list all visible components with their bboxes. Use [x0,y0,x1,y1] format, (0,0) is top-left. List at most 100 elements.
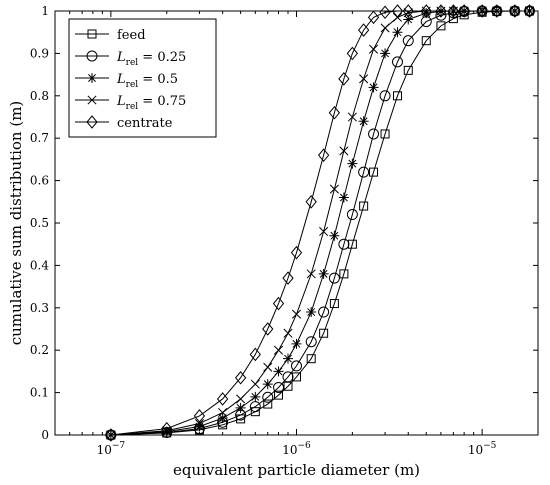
data-point [367,10,380,25]
legend-item: centrate [75,115,173,131]
data-point [421,36,431,46]
data-point [391,4,404,18]
data-point [272,296,285,311]
data-point [338,192,349,203]
y-tick-label: 1 [41,4,49,18]
data-point [273,382,285,394]
legend-marker [86,50,98,62]
data-point [282,271,294,285]
data-point [420,4,432,18]
data-point [194,421,205,432]
data-point [305,195,317,209]
data-point [523,4,536,18]
y-tick-label: 0.9 [30,46,49,60]
data-point [328,272,340,284]
series-line [110,10,530,436]
y-tick-label: 0.3 [30,301,49,315]
data-point [234,370,247,385]
data-point [161,426,172,437]
data-point [402,4,414,18]
data-point [368,44,379,54]
data-point [358,116,369,127]
data-point [317,148,330,162]
data-point [218,407,228,418]
legend-label: feed [117,28,146,43]
data-point [346,46,359,61]
data-point [368,128,380,140]
data-point [274,390,284,400]
y-tick-label: 0 [41,428,49,442]
y-tick-label: 0.5 [30,216,49,230]
data-point [290,245,303,260]
data-point [358,166,370,178]
data-point [273,345,284,355]
x-tick-label: 10−7 [97,441,126,457]
y-tick-label: 0.4 [30,258,49,272]
legend-label: Lrel = 0.25 [116,50,186,68]
data-point [392,91,402,101]
data-point [403,8,413,18]
data-point [347,239,357,249]
data-point [329,184,339,194]
data-point [306,269,316,279]
data-point [403,14,414,25]
data-point [458,4,470,18]
data-point [380,23,390,33]
data-point [262,322,274,336]
data-point [402,35,414,47]
data-point [249,347,261,362]
data-point [435,4,447,18]
data-point [368,82,379,93]
data-point [391,56,403,68]
y-tick-label: 0.1 [30,386,49,400]
y-tick-label: 0.7 [30,131,49,145]
data-point [216,392,229,406]
data-point [319,328,329,338]
data-point [194,418,204,429]
data-point [436,21,446,31]
data-point [263,362,273,372]
data-point [339,146,349,156]
x-tick-label: 10−6 [282,441,311,457]
legend: feed Lrel = 0.25 Lrel = 0.5 Lrel = 0.75 cent… [68,18,217,138]
data-point [403,65,413,75]
data-point [250,391,261,402]
data-point [328,105,341,120]
data-point [250,407,260,417]
legend-marker [87,73,97,83]
data-point [305,336,317,348]
legend-label: centrate [117,116,173,131]
data-point [262,379,273,390]
y-tick-label: 0.6 [30,174,49,188]
y-tick-label: 0.8 [30,89,49,103]
data-point [379,90,391,102]
legend-item: Lrel = 0.75 [75,94,186,112]
data-point [236,394,246,404]
x-axis-label: equivalent particle diameter (m) [173,461,420,479]
data-point [359,74,369,84]
series-4 [105,4,536,442]
y-tick-label: 0.2 [30,343,49,357]
data-point [306,307,317,318]
data-point [291,309,302,319]
data-point [346,209,358,221]
data-point [283,328,293,338]
data-point [318,306,330,318]
data-point [359,201,369,211]
data-point [318,268,329,279]
data-point [380,48,391,59]
data-point [319,226,329,237]
data-point [379,5,391,20]
data-point [491,4,503,18]
legend-label: Lrel = 0.75 [116,94,186,112]
data-point [217,413,228,424]
data-point [447,4,460,18]
data-point [509,4,521,18]
data-point [369,167,379,177]
data-point [262,391,274,403]
data-point [273,366,284,377]
data-point [235,402,246,413]
data-point [329,299,339,309]
legend-marker [87,95,97,105]
data-point [329,230,340,241]
